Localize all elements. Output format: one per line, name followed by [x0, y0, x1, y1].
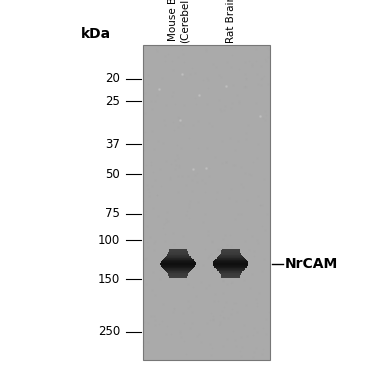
- Bar: [221, 275, 240, 276]
- Bar: [217, 257, 244, 258]
- Bar: [160, 263, 196, 264]
- Bar: [213, 264, 248, 265]
- Bar: [165, 257, 191, 258]
- Bar: [168, 252, 188, 253]
- Bar: [213, 263, 248, 264]
- Text: kDa: kDa: [81, 27, 111, 40]
- Bar: [169, 251, 188, 252]
- Bar: [219, 272, 242, 273]
- Bar: [166, 271, 190, 272]
- Bar: [213, 262, 248, 263]
- Bar: [169, 276, 188, 277]
- Bar: [220, 273, 241, 274]
- Text: NrCAM: NrCAM: [285, 257, 338, 272]
- Bar: [220, 254, 242, 255]
- Bar: [166, 270, 190, 271]
- Bar: [214, 267, 247, 268]
- Bar: [168, 254, 188, 255]
- Bar: [221, 252, 240, 253]
- Bar: [169, 251, 188, 252]
- Bar: [221, 276, 240, 277]
- Text: 20: 20: [105, 72, 120, 85]
- Text: 75: 75: [105, 207, 120, 220]
- Bar: [218, 256, 243, 258]
- Text: 50: 50: [105, 168, 120, 181]
- Bar: [221, 274, 240, 276]
- Bar: [160, 264, 196, 265]
- Bar: [169, 275, 188, 276]
- Text: Rat Brain: Rat Brain: [226, 0, 236, 43]
- Text: 100: 100: [98, 234, 120, 246]
- FancyBboxPatch shape: [142, 45, 270, 360]
- Bar: [164, 268, 193, 269]
- Bar: [164, 259, 193, 260]
- Bar: [214, 261, 248, 262]
- Bar: [220, 254, 241, 255]
- Bar: [217, 269, 244, 270]
- Bar: [160, 262, 196, 263]
- Bar: [219, 256, 243, 257]
- Bar: [161, 265, 195, 266]
- Bar: [222, 277, 240, 278]
- Bar: [168, 253, 188, 254]
- Text: 250: 250: [98, 326, 120, 338]
- Bar: [214, 260, 247, 261]
- Bar: [213, 264, 248, 266]
- Bar: [216, 268, 245, 269]
- Bar: [167, 255, 189, 256]
- Bar: [168, 274, 188, 275]
- Bar: [215, 267, 246, 268]
- Bar: [220, 253, 241, 254]
- Bar: [213, 265, 248, 266]
- Bar: [221, 251, 240, 252]
- Bar: [163, 267, 194, 268]
- Bar: [219, 255, 242, 256]
- Bar: [167, 254, 189, 255]
- Bar: [161, 261, 195, 262]
- Bar: [167, 272, 189, 273]
- Bar: [213, 261, 248, 262]
- Bar: [220, 272, 242, 273]
- Bar: [165, 269, 191, 270]
- Bar: [219, 271, 243, 272]
- Bar: [217, 269, 244, 270]
- Text: Mouse Brain
(Cerebellum): Mouse Brain (Cerebellum): [168, 0, 189, 43]
- Bar: [166, 256, 190, 257]
- Bar: [164, 269, 192, 270]
- Bar: [217, 258, 244, 259]
- Text: 150: 150: [98, 273, 120, 286]
- Bar: [168, 273, 188, 274]
- Bar: [162, 260, 194, 261]
- Bar: [169, 277, 187, 278]
- Text: 25: 25: [105, 95, 120, 108]
- Bar: [162, 267, 194, 268]
- Bar: [166, 256, 190, 258]
- Bar: [222, 250, 240, 251]
- Bar: [218, 270, 243, 271]
- Bar: [168, 274, 188, 276]
- Bar: [164, 258, 192, 259]
- Bar: [169, 250, 187, 251]
- Bar: [221, 251, 240, 252]
- Bar: [169, 249, 187, 250]
- Bar: [160, 264, 196, 266]
- Bar: [167, 272, 189, 273]
- Bar: [216, 259, 245, 260]
- Bar: [214, 266, 248, 267]
- Bar: [220, 274, 241, 275]
- Bar: [161, 261, 195, 262]
- Bar: [222, 249, 240, 250]
- Bar: [161, 266, 195, 267]
- Text: 37: 37: [105, 138, 120, 151]
